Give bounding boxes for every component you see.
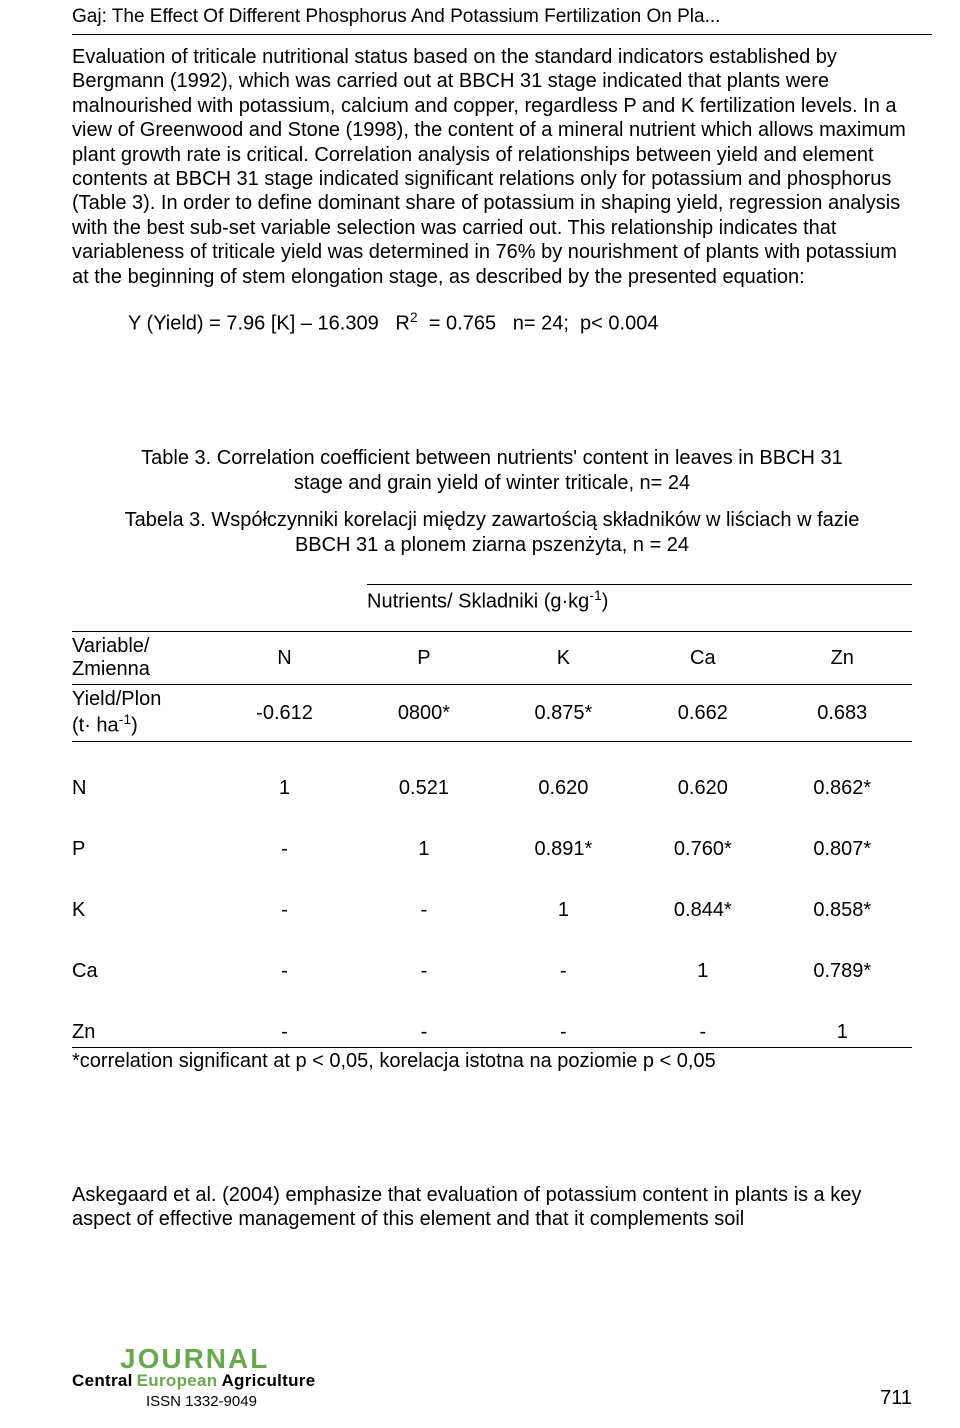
nutrients-label: Nutrients/ Skladniki (g·kg — [367, 590, 589, 612]
cell: 1 — [494, 896, 633, 925]
cell: 0.620 — [633, 774, 772, 803]
table-gap — [72, 803, 912, 835]
caption-pl-line1: Tabela 3. Współczynniki korelacji między… — [125, 509, 860, 531]
table-row-Ca: Ca - - - 1 0.789* — [72, 957, 912, 986]
var-label-2: Zmienna — [72, 658, 150, 680]
row-label-Ca: Ca — [72, 957, 215, 986]
cell: 0.875* — [494, 685, 633, 742]
table-gap — [72, 925, 912, 957]
cell: 0.683 — [773, 685, 912, 742]
journal-word: JOURNAL — [120, 1346, 269, 1371]
cell: -0.612 — [215, 685, 354, 742]
nutrients-header: Nutrients/ Skladniki (g·kg-1) — [367, 584, 912, 616]
running-head: Gaj: The Effect Of Different Phosphorus … — [72, 0, 932, 35]
cell: 0.862* — [773, 774, 912, 803]
r2-value: = 0.765 — [423, 313, 496, 335]
nutrients-close: ) — [602, 590, 609, 612]
var-label-1: Variable/ — [72, 635, 149, 657]
table-row-Zn: Zn - - - - 1 — [72, 1018, 912, 1048]
yield-label-2b: -1 — [119, 711, 131, 727]
cell: - — [354, 1018, 493, 1048]
cell: 1 — [354, 835, 493, 864]
row-label-P: P — [72, 835, 215, 864]
col-K: K — [494, 632, 633, 685]
equation-lhs: Y (Yield) = 7.96 [K] – 16.309 — [128, 313, 379, 335]
caption-en-line1: Table 3. Correlation coefficient between… — [141, 447, 843, 469]
cea-agriculture: Agriculture — [221, 1371, 315, 1391]
cell: 0.662 — [633, 685, 772, 742]
cell: 0.620 — [494, 774, 633, 803]
caption-pl-line2: BBCH 31 a plonem ziarna pszenżyta, n = 2… — [295, 534, 689, 556]
table-row-P: P - 1 0.891* 0.760* 0.807* — [72, 835, 912, 864]
cell: 0800* — [354, 685, 493, 742]
table-row-K: K - - 1 0.844* 0.858* — [72, 896, 912, 925]
col-Ca: Ca — [633, 632, 772, 685]
cell: 0.891* — [494, 835, 633, 864]
cell: - — [354, 957, 493, 986]
cell: 0.844* — [633, 896, 772, 925]
page-number: 711 — [880, 1387, 912, 1410]
table-header-row: Variable/ Zmienna N P K Ca Zn — [72, 632, 912, 685]
row-label-Zn: Zn — [72, 1018, 215, 1048]
table-gap — [72, 986, 912, 1018]
table-caption-en: Table 3. Correlation coefficient between… — [72, 446, 912, 496]
journal-subtitle: Central European Agriculture — [72, 1371, 315, 1391]
table-footnote: *correlation significant at p < 0,05, ko… — [72, 1050, 912, 1073]
row-yield-label: Yield/Plon (t· ha-1) — [72, 685, 215, 742]
table-wrap: Nutrients/ Skladniki (g·kg-1) Variable/ … — [72, 584, 912, 1073]
cell: - — [494, 957, 633, 986]
col-N: N — [215, 632, 354, 685]
concluding-paragraph: Askegaard et al. (2004) emphasize that e… — [72, 1183, 912, 1232]
issn: ISSN 1332-9049 — [146, 1393, 257, 1410]
nutrients-sup: -1 — [589, 587, 601, 603]
cell: - — [215, 957, 354, 986]
cell: 1 — [633, 957, 772, 986]
yield-label-2c: ) — [131, 715, 138, 737]
cell: 1 — [773, 1018, 912, 1048]
page: Gaj: The Effect Of Different Phosphorus … — [0, 0, 960, 1428]
table-row-yield: Yield/Plon (t· ha-1) -0.612 0800* 0.875*… — [72, 685, 912, 742]
table-row-N: N 1 0.521 0.620 0.620 0.862* — [72, 774, 912, 803]
yield-label-1: Yield/Plon — [72, 688, 161, 710]
cell: 0.789* — [773, 957, 912, 986]
cell: - — [633, 1018, 772, 1048]
equation-n: n= 24; — [513, 313, 569, 335]
table-gap — [72, 864, 912, 896]
cell: 0.521 — [354, 774, 493, 803]
cell: - — [215, 896, 354, 925]
cell: 1 — [215, 774, 354, 803]
yield-label-2a: (t· ha — [72, 715, 119, 737]
cell: - — [354, 896, 493, 925]
col-Zn: Zn — [773, 632, 912, 685]
page-footer: JOURNAL Central European Agriculture ISS… — [72, 1346, 912, 1410]
table-gap — [72, 741, 912, 774]
row-label-K: K — [72, 896, 215, 925]
row-label-N: N — [72, 774, 215, 803]
cell: 0.807* — [773, 835, 912, 864]
cell: 0.858* — [773, 896, 912, 925]
table-caption-pl: Tabela 3. Współczynniki korelacji między… — [72, 508, 912, 558]
cell: - — [215, 1018, 354, 1048]
cell: - — [215, 835, 354, 864]
cell: - — [494, 1018, 633, 1048]
cea-european: European — [137, 1371, 218, 1391]
cea-central: Central — [72, 1371, 133, 1391]
r2-label: R — [395, 313, 409, 335]
col-var: Variable/ Zmienna — [72, 632, 215, 685]
col-P: P — [354, 632, 493, 685]
cell: 0.760* — [633, 835, 772, 864]
equation-p: p< 0.004 — [580, 313, 658, 335]
regression-equation: Y (Yield) = 7.96 [K] – 16.309 R2 = 0.765… — [128, 309, 912, 336]
journal-logo: JOURNAL Central European Agriculture ISS… — [72, 1346, 315, 1410]
caption-en-line2: stage and grain yield of winter tritical… — [294, 472, 690, 494]
r2-sup: 2 — [410, 309, 418, 325]
correlation-table: Variable/ Zmienna N P K Ca Zn Yield/Plon… — [72, 631, 912, 1048]
body-paragraph: Evaluation of triticale nutritional stat… — [72, 45, 912, 289]
